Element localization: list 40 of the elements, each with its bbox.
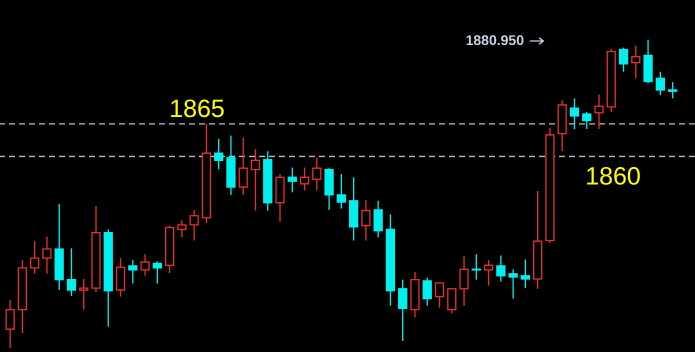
candlestick	[484, 259, 494, 286]
candlestick	[520, 258, 530, 289]
ref-line-label: 1860	[585, 162, 641, 190]
candlestick	[656, 71, 665, 96]
candlestick	[422, 277, 432, 306]
candlestick	[594, 94, 604, 130]
candlestick	[398, 278, 408, 342]
candlestick	[459, 256, 469, 306]
candlestick	[140, 254, 150, 276]
candlestick	[434, 282, 444, 308]
candlestick	[288, 166, 297, 193]
candlestick	[668, 81, 678, 100]
candlestick	[116, 257, 126, 298]
candlestick	[238, 136, 248, 196]
candlestick	[300, 166, 310, 191]
candlestick	[177, 220, 187, 238]
candlestick	[190, 209, 199, 242]
candlestick	[79, 278, 88, 310]
candlestick	[66, 248, 76, 297]
candlestick	[374, 200, 383, 238]
candlestick	[312, 157, 322, 191]
candlestick	[214, 138, 224, 170]
candlestick	[496, 254, 506, 282]
candlestick	[447, 287, 456, 314]
candlestick	[582, 111, 592, 130]
candlestick	[508, 268, 518, 300]
candlestick	[570, 98, 580, 130]
candlestick	[30, 240, 40, 274]
candlestick	[336, 173, 346, 210]
candlestick	[250, 148, 260, 212]
candlestick	[128, 259, 138, 284]
candlestick	[631, 44, 640, 79]
candlestick	[42, 236, 52, 274]
candlestick	[361, 199, 371, 242]
candlestick	[618, 46, 628, 72]
annotation: 1880.950	[466, 32, 524, 48]
candlestick	[152, 260, 162, 284]
candlestick	[5, 299, 15, 349]
ref-line-label: 1865	[169, 94, 225, 123]
candlestick	[472, 254, 481, 280]
